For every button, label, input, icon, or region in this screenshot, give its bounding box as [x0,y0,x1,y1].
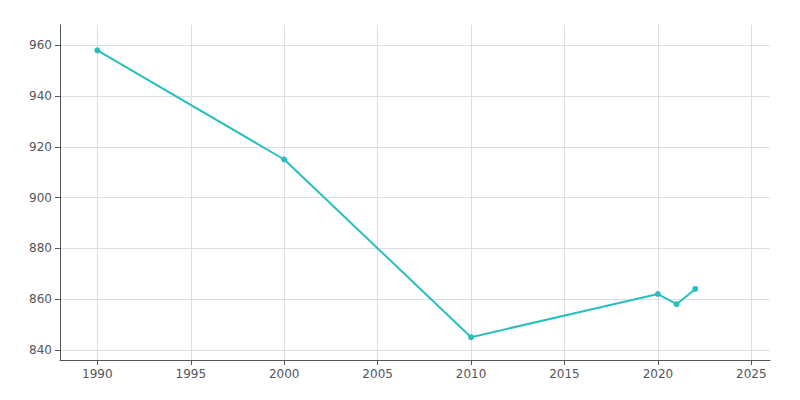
svg-text:940: 940 [29,89,52,103]
svg-text:960: 960 [29,38,52,52]
svg-text:2020: 2020 [643,367,674,381]
svg-text:880: 880 [29,241,52,255]
svg-text:900: 900 [29,191,52,205]
svg-text:2010: 2010 [456,367,487,381]
svg-text:1990: 1990 [82,367,113,381]
svg-text:2000: 2000 [269,367,300,381]
svg-text:860: 860 [29,292,52,306]
svg-text:920: 920 [29,140,52,154]
svg-text:2015: 2015 [549,367,580,381]
svg-text:1995: 1995 [176,367,207,381]
svg-text:2025: 2025 [736,367,767,381]
svg-text:840: 840 [29,343,52,357]
svg-text:2005: 2005 [362,367,393,381]
